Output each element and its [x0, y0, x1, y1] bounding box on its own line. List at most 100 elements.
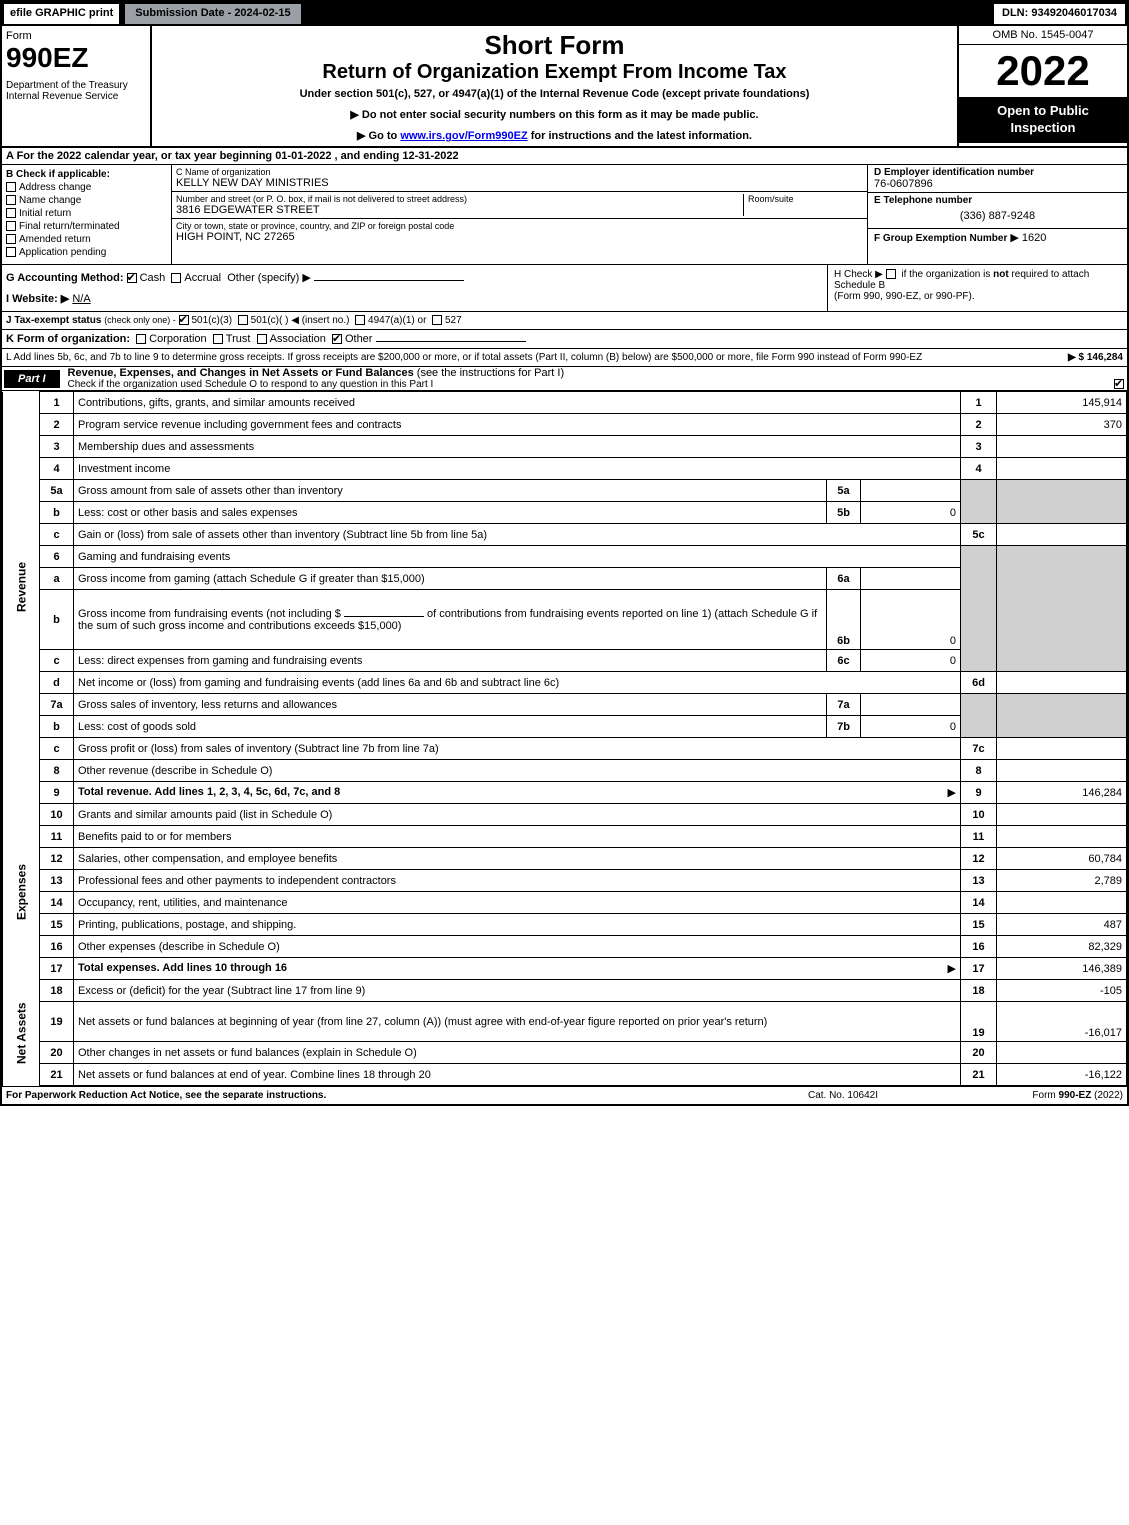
open-inspection: Open to Public Inspection [959, 97, 1127, 143]
l5a-desc: Gross amount from sale of assets other t… [78, 485, 343, 497]
col-def: D Employer identification number 76-0607… [867, 165, 1127, 264]
irs-link[interactable]: www.irs.gov/Form990EZ [400, 130, 527, 142]
header-center: Short Form Return of Organization Exempt… [152, 26, 957, 146]
form-label: Form [6, 30, 146, 42]
line-6a: a Gross income from gaming (attach Sched… [3, 568, 1127, 590]
chk-address-change[interactable]: Address change [6, 182, 167, 193]
chk-final-return[interactable]: Final return/terminated [6, 221, 167, 232]
chk-application-pending[interactable]: Application pending [6, 247, 167, 258]
chk-501c[interactable] [238, 315, 248, 325]
chk-amended-return[interactable]: Amended return [6, 234, 167, 245]
city-value: HIGH POINT, NC 27265 [176, 231, 863, 243]
footer: For Paperwork Reduction Act Notice, see … [2, 1086, 1127, 1104]
l-text: L Add lines 5b, 6c, and 7b to line 9 to … [6, 352, 922, 363]
l16-num: 16 [40, 936, 74, 958]
line-13: 13 Professional fees and other payments … [3, 870, 1127, 892]
l17-m: 17 [961, 958, 997, 980]
topbar: efile GRAPHIC print Submission Date - 20… [2, 2, 1127, 26]
group-exemption-label: F Group Exemption Number [874, 233, 1007, 244]
goto-prefix: ▶ Go to [357, 130, 400, 142]
line-6b: b Gross income from fundraising events (… [3, 590, 1127, 650]
l19-m: 19 [961, 1002, 997, 1042]
header-left: Form 990EZ Department of the Treasury In… [2, 26, 152, 146]
chk-corp[interactable] [136, 334, 146, 344]
l5c-m: 5c [961, 524, 997, 546]
chk-527[interactable] [432, 315, 442, 325]
chk-4947[interactable] [355, 315, 365, 325]
col-b-header: B Check if applicable: [6, 169, 167, 180]
street-label: Number and street (or P. O. box, if mail… [176, 194, 743, 204]
arrow-icon: ▶ [948, 962, 956, 975]
street-value: 3816 EDGEWATER STREET [176, 204, 743, 216]
l13-val: 2,789 [997, 870, 1127, 892]
l2-val: 370 [997, 414, 1127, 436]
chk-initial-return-label: Initial return [19, 208, 71, 219]
l11-val [997, 826, 1127, 848]
l7ab-shade-val [997, 694, 1127, 738]
l8-val [997, 760, 1127, 782]
h-text1: H Check ▶ [834, 269, 883, 280]
chk-name-change[interactable]: Name change [6, 195, 167, 206]
l6-num: 6 [40, 546, 74, 568]
chk-assoc[interactable] [257, 334, 267, 344]
k-corp: Corporation [149, 333, 206, 345]
chk-initial-return[interactable]: Initial return [6, 208, 167, 219]
line-7b: b Less: cost of goods sold 7b 0 [3, 716, 1127, 738]
row-j: J Tax-exempt status (check only one) - 5… [2, 312, 1127, 330]
l20-num: 20 [40, 1042, 74, 1064]
l13-desc: Professional fees and other payments to … [78, 875, 396, 887]
footer-form-post: (2022) [1091, 1090, 1123, 1101]
j-501c3: 501(c)(3) [192, 315, 233, 326]
under-section: Under section 501(c), 527, or 4947(a)(1)… [160, 88, 949, 100]
goto-suffix: for instructions and the latest informat… [528, 130, 752, 142]
part1-tab: Part I [4, 370, 60, 388]
dept-label: Department of the Treasury Internal Reve… [6, 80, 146, 102]
g-other-line [314, 280, 464, 281]
l6c-desc: Less: direct expenses from gaming and fu… [78, 655, 362, 667]
chk-trust[interactable] [213, 334, 223, 344]
form-number: 990EZ [6, 42, 146, 74]
g-other: Other (specify) ▶ [227, 272, 311, 284]
l10-m: 10 [961, 804, 997, 826]
chk-schedule-o[interactable] [1114, 379, 1124, 389]
l10-val [997, 804, 1127, 826]
line-6c: c Less: direct expenses from gaming and … [3, 650, 1127, 672]
l7b-sn: 7b [827, 716, 861, 738]
city-label: City or town, state or province, country… [176, 221, 863, 231]
line-1: Revenue 1 Contributions, gifts, grants, … [3, 392, 1127, 414]
l5c-desc: Gain or (loss) from sale of assets other… [78, 529, 487, 541]
k-assoc: Association [270, 333, 326, 345]
l12-num: 12 [40, 848, 74, 870]
chk-other-org[interactable] [332, 334, 342, 344]
i-label: I Website: ▶ [6, 293, 69, 305]
efile-print-label[interactable]: efile GRAPHIC print [2, 2, 121, 26]
line-20: 20 Other changes in net assets or fund b… [3, 1042, 1127, 1064]
line-7a: 7a Gross sales of inventory, less return… [3, 694, 1127, 716]
l2-m: 2 [961, 414, 997, 436]
l13-num: 13 [40, 870, 74, 892]
chk-h[interactable] [886, 269, 896, 279]
tax-year: 2022 [959, 45, 1127, 97]
chk-accrual[interactable] [171, 273, 181, 283]
l21-desc: Net assets or fund balances at end of ye… [78, 1069, 431, 1081]
line-6: 6 Gaming and fundraising events [3, 546, 1127, 568]
l7a-sn: 7a [827, 694, 861, 716]
chk-501c3[interactable] [179, 315, 189, 325]
chk-cash[interactable] [127, 273, 137, 283]
l10-desc: Grants and similar amounts paid (list in… [78, 809, 332, 821]
l18-val: -105 [997, 980, 1127, 1002]
l5ab-shade [961, 480, 997, 524]
website-value: N/A [72, 293, 90, 305]
l6b-sn: 6b [827, 590, 861, 650]
line-19: 19 Net assets or fund balances at beginn… [3, 1002, 1127, 1042]
l18-num: 18 [40, 980, 74, 1002]
block-b-c-d-e-f: B Check if applicable: Address change Na… [2, 165, 1127, 265]
phone-label: E Telephone number [874, 195, 1121, 206]
line-16: 16 Other expenses (describe in Schedule … [3, 936, 1127, 958]
col-c-org-info: C Name of organization KELLY NEW DAY MIN… [172, 165, 867, 264]
j-4947: 4947(a)(1) or [368, 315, 426, 326]
l5a-sn: 5a [827, 480, 861, 502]
chk-name-change-label: Name change [19, 195, 81, 206]
l8-desc: Other revenue (describe in Schedule O) [78, 765, 272, 777]
line-10: Expenses 10 Grants and similar amounts p… [3, 804, 1127, 826]
